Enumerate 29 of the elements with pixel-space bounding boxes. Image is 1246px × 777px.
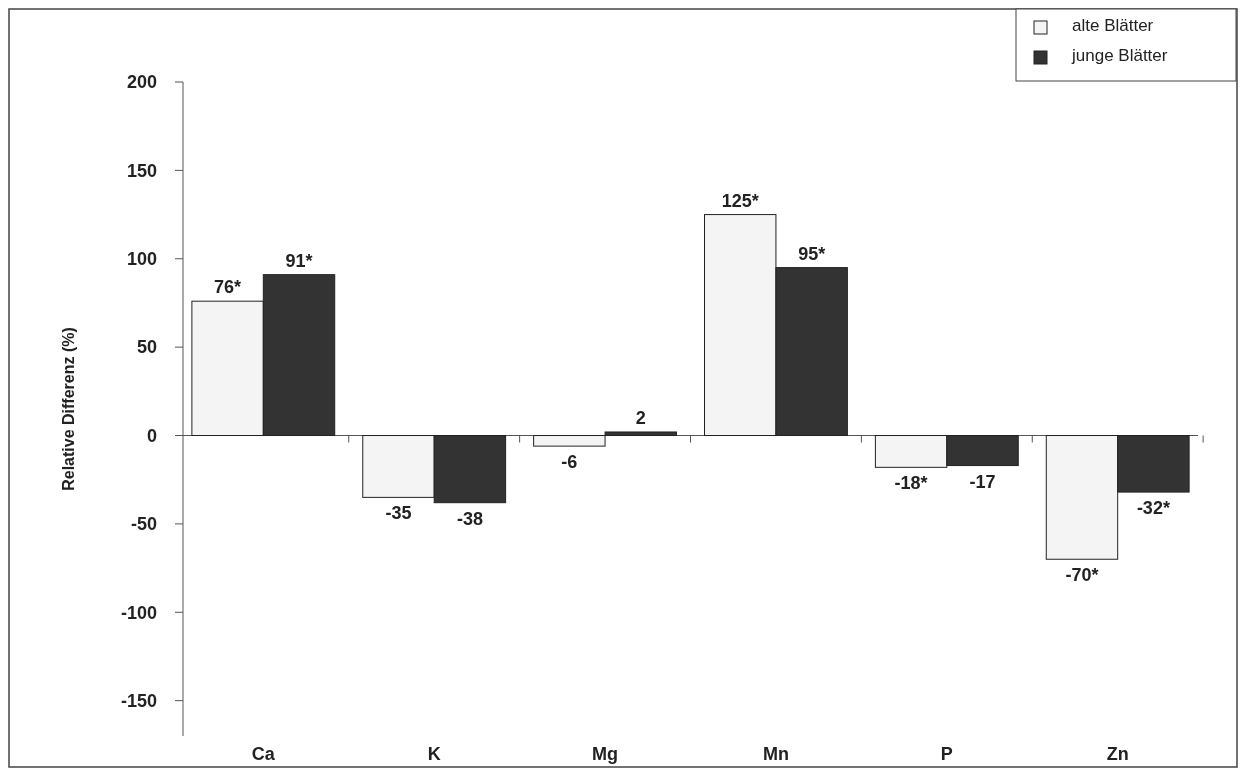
x-tick-label: K — [427, 744, 441, 764]
data-label: 76* — [214, 277, 242, 298]
data-label: -35 — [385, 503, 412, 524]
x-tick-label: Ca — [251, 744, 276, 764]
y-tick-label: -100 — [120, 602, 157, 623]
legend-label: alte Blätter — [1072, 16, 1154, 35]
data-label: 95* — [798, 243, 826, 264]
data-label: 125* — [721, 190, 759, 211]
y-tick-label: 0 — [146, 425, 157, 446]
y-tick-label: 50 — [136, 337, 157, 358]
legend-label: junge Blätter — [1071, 46, 1168, 65]
data-label: 2 — [635, 407, 646, 428]
data-label: -70* — [1065, 565, 1099, 586]
data-label: -17 — [969, 471, 996, 492]
x-tick-label: P — [940, 744, 953, 764]
data-label: -32* — [1136, 498, 1170, 519]
x-tick-label: Zn — [1106, 744, 1129, 764]
x-tick-label: Mn — [762, 744, 789, 764]
y-tick-label: 200 — [126, 72, 157, 93]
data-label: -18* — [894, 473, 928, 494]
y-tick-label: -50 — [130, 514, 157, 535]
y-axis-title: Relative Differenz (%) — [60, 327, 77, 491]
x-tick-label: Mg — [592, 744, 619, 764]
data-label: -6 — [561, 452, 578, 473]
y-tick-label: 150 — [126, 160, 157, 181]
data-label: -38 — [456, 508, 483, 529]
y-tick-label: 100 — [126, 249, 157, 270]
data-label: 91* — [285, 250, 313, 271]
y-tick-label: -150 — [120, 690, 157, 711]
